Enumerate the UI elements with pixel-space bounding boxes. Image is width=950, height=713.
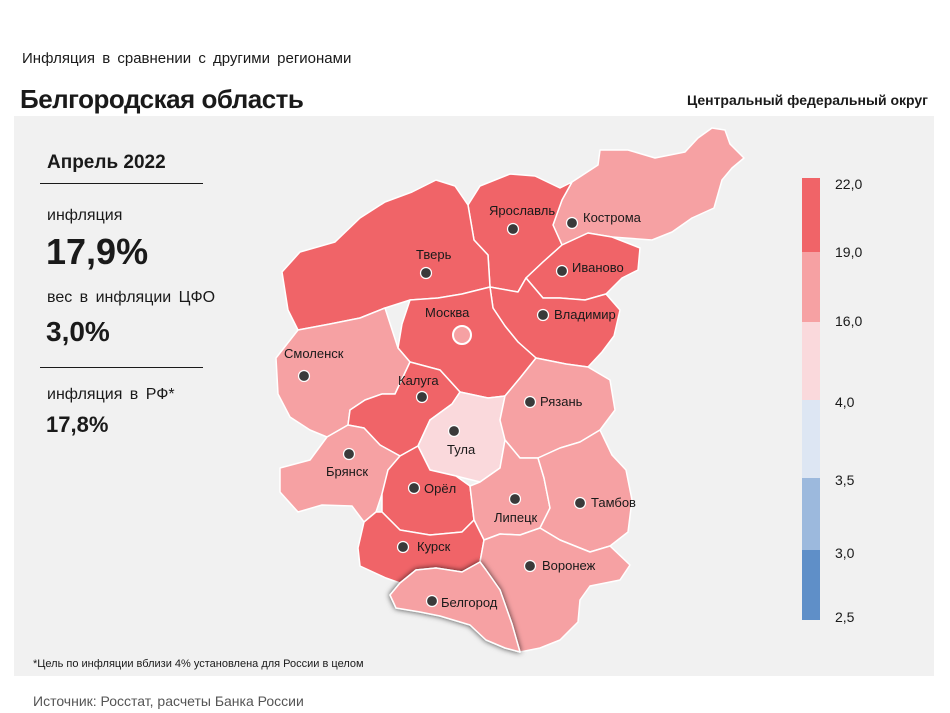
weight-value: 3,0%: [46, 316, 110, 347]
region-kostroma[interactable]: [552, 127, 745, 246]
city-marker: [506, 222, 520, 236]
city-marker: [396, 540, 410, 554]
legend-swatch: [802, 550, 820, 620]
rf-inflation-value: 17,8%: [46, 412, 109, 437]
weight-label: вес в инфляции ЦФО: [47, 289, 216, 306]
region-belgorod[interactable]: [389, 561, 521, 653]
city-marker: [342, 447, 356, 461]
period-label: Апрель 2022: [47, 152, 166, 173]
legend-swatch: [802, 478, 820, 550]
legend-label: 16,0: [835, 313, 863, 329]
source-note: Источник: Росстат, расчеты Банка России: [33, 693, 304, 709]
city-marker: [297, 369, 311, 383]
city-label-vladimir: Владимир: [554, 307, 616, 322]
city-label-ryazan: Рязань: [540, 394, 583, 409]
city-marker: [565, 216, 579, 230]
legend-swatch: [802, 322, 820, 400]
city-marker: [407, 481, 421, 495]
page-title: Белгородская область: [20, 84, 304, 114]
city-label-belgorod: Белгород: [441, 595, 498, 610]
legend-label: 3,0: [835, 545, 855, 561]
city-marker: [555, 264, 569, 278]
city-label-yaroslavl: Ярославль: [489, 203, 555, 218]
city-marker: [447, 424, 461, 438]
city-marker: [508, 492, 522, 506]
city-label-kursk: Курск: [417, 539, 451, 554]
legend-swatch: [802, 252, 820, 322]
legend-label: 4,0: [835, 394, 855, 410]
city-marker: [536, 308, 550, 322]
city-label-ivanovo: Иваново: [572, 260, 624, 275]
divider: [40, 183, 203, 184]
city-label-lipetsk: Липецк: [494, 510, 538, 525]
inflation-value: 17,9%: [46, 231, 149, 272]
city-label-tambov: Тамбов: [591, 495, 636, 510]
legend-label: 22,0: [835, 176, 863, 192]
city-marker: [415, 390, 429, 404]
city-label-moscow: Москва: [425, 305, 470, 320]
city-marker: [573, 496, 587, 510]
city-label-bryansk: Брянск: [326, 464, 368, 479]
divider: [40, 367, 203, 368]
city-label-kostroma: Кострома: [583, 210, 642, 225]
city-label-smolensk: Смоленск: [284, 346, 344, 361]
city-marker: [523, 395, 537, 409]
region-tambov[interactable]: [537, 429, 633, 553]
legend-swatch: [802, 178, 820, 252]
city-marker: [425, 594, 439, 608]
legend-label: 2,5: [835, 609, 855, 625]
city-label-tver: Тверь: [416, 247, 452, 262]
city-marker: [419, 266, 433, 280]
capital-marker: [452, 325, 472, 345]
city-label-tula: Тула: [447, 442, 476, 457]
inflation-label: инфляция: [47, 207, 123, 224]
city-label-voronezh: Воронеж: [542, 558, 596, 573]
district-label: Центральный федеральный округ: [686, 92, 928, 108]
legend-label: 19,0: [835, 244, 863, 260]
city-label-orel: Орёл: [424, 481, 456, 496]
legend-label: 3,5: [835, 472, 855, 488]
chart-subtitle: Инфляция в сравнении с другими регионами: [22, 50, 352, 67]
city-label-kaluga: Калуга: [398, 373, 439, 388]
city-marker: [523, 559, 537, 573]
legend-swatch: [802, 400, 820, 478]
rf-inflation-label: инфляция в РФ*: [47, 386, 175, 403]
footnote: *Цель по инфляции вблизи 4% установлена …: [33, 658, 364, 670]
